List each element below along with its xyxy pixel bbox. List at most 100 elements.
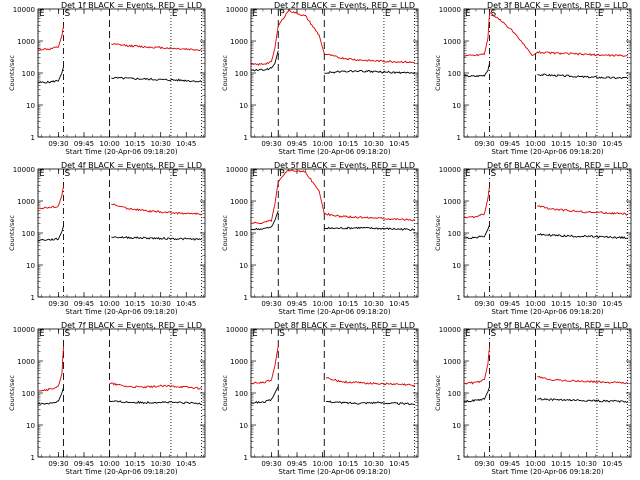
y-axis-label: Counts/sec: [8, 55, 16, 91]
x-tick-label: 09:30: [48, 140, 68, 148]
x-axis-label: Start Time (20-Apr-06 09:18:20): [278, 148, 390, 156]
y-tick-label: 10: [26, 262, 35, 270]
y-tick-label: 1: [31, 454, 35, 462]
x-tick-label: 09:30: [474, 300, 494, 308]
series-layer: [251, 169, 415, 231]
panel-det4: Det 4f BLACK = Events, RED = LLD 1 10 100 10…: [8, 161, 206, 316]
y-tick-label: 100: [448, 230, 461, 238]
event-line-label: E: [598, 329, 604, 339]
y-tick-label: 10000: [226, 166, 248, 174]
y-tick-label: 1: [244, 454, 248, 462]
x-tick-label: 10:30: [577, 300, 597, 308]
chart-title: Det 8f BLACK = Events, RED = LLD: [274, 321, 415, 330]
x-axis-label: Start Time (20-Apr-06 09:18:20): [65, 308, 177, 316]
y-tick-label: 1000: [230, 198, 248, 206]
series-line-lld: [251, 345, 279, 385]
panel-det7: Det 7f BLACK = Events, RED = LLD 1 10 100 10…: [8, 321, 206, 476]
series-line-events: [537, 397, 628, 403]
event-line-label: E: [252, 9, 258, 19]
event-line-label: E: [39, 329, 45, 339]
chart-title: Det 2f BLACK = Events, RED = LLD: [274, 1, 415, 10]
event-line-label: E: [385, 329, 391, 339]
y-tick-label: 1000: [17, 198, 35, 206]
y-tick-label: 10000: [439, 326, 461, 334]
y-tick-label: 1000: [443, 358, 461, 366]
y-tick-label: 1: [244, 134, 248, 142]
x-tick-label: 10:45: [602, 300, 622, 308]
series-layer: [38, 185, 202, 242]
x-axis-label: Start Time (20-Apr-06 09:18:20): [65, 148, 177, 156]
event-line-label: E: [465, 329, 471, 339]
y-tick-label: 10: [26, 102, 35, 110]
series-line-lld: [251, 9, 415, 66]
event-line-label: E: [465, 169, 471, 179]
x-tick-label: 09:45: [287, 140, 307, 148]
x-tick-label: 09:30: [261, 460, 281, 468]
y-tick-label: 10000: [226, 326, 248, 334]
event-line-label: S: [491, 9, 497, 19]
series-line-events: [324, 226, 415, 231]
series-line-events: [38, 66, 65, 84]
y-tick-label: 10: [239, 102, 248, 110]
x-tick-label: 10:30: [364, 460, 384, 468]
y-tick-label: 10: [452, 102, 461, 110]
x-tick-label: 09:45: [74, 460, 94, 468]
series-line-events: [464, 63, 491, 78]
y-tick-label: 100: [235, 230, 248, 238]
event-line-label: S: [65, 9, 71, 19]
x-tick-label: 09:30: [474, 140, 494, 148]
plot-frame: [250, 328, 419, 458]
y-tick-label: 10000: [13, 166, 35, 174]
series-line-lld: [464, 11, 628, 58]
y-tick-label: 10000: [439, 6, 461, 14]
series-line-events: [38, 225, 65, 242]
event-line-label: P: [279, 169, 285, 179]
x-tick-label: 10:00: [312, 300, 332, 308]
series-line-lld: [111, 42, 202, 51]
x-tick-label: 10:00: [312, 460, 332, 468]
y-tick-label: 1000: [17, 38, 35, 46]
x-tick-label: 10:15: [338, 140, 358, 148]
y-tick-label: 10: [239, 422, 248, 430]
event-line-label: E: [385, 9, 391, 19]
series-line-lld: [111, 203, 202, 216]
y-tick-label: 1: [31, 134, 35, 142]
y-tick-label: 100: [22, 230, 35, 238]
series-layer: [464, 345, 628, 403]
series-line-events: [251, 210, 279, 231]
y-axis-label: Counts/sec: [8, 215, 16, 251]
series-line-events: [325, 400, 415, 406]
x-tick-label: 10:00: [99, 460, 119, 468]
y-axis-label: Counts/sec: [8, 375, 16, 411]
y-tick-label: 100: [22, 70, 35, 78]
y-tick-label: 10: [452, 262, 461, 270]
series-line-lld: [464, 345, 491, 385]
series-line-lld: [38, 345, 65, 392]
chart-title: Det 1f BLACK = Events, RED = LLD: [61, 1, 202, 10]
x-tick-label: 10:00: [99, 140, 119, 148]
x-axis-label: Start Time (20-Apr-06 09:18:20): [65, 468, 177, 476]
series-line-lld: [251, 169, 415, 225]
series-line-lld: [537, 205, 628, 216]
x-tick-label: 10:45: [176, 140, 196, 148]
x-tick-label: 09:30: [48, 460, 68, 468]
x-tick-label: 10:45: [389, 300, 409, 308]
event-line-label: P: [279, 9, 285, 19]
x-tick-label: 09:45: [500, 300, 520, 308]
y-tick-label: 100: [448, 390, 461, 398]
x-axis-label: Start Time (20-Apr-06 09:18:20): [278, 468, 390, 476]
x-tick-label: 09:30: [261, 300, 281, 308]
y-tick-label: 100: [22, 390, 35, 398]
event-line-label: S: [491, 329, 497, 339]
y-axis-label: Counts/sec: [434, 55, 442, 91]
x-axis-label: Start Time (20-Apr-06 09:18:20): [491, 148, 603, 156]
x-tick-label: 10:45: [602, 140, 622, 148]
plot-frame: [250, 168, 419, 298]
x-axis-label: Start Time (20-Apr-06 09:18:20): [491, 468, 603, 476]
series-line-events: [324, 69, 415, 75]
event-line-label: E: [172, 329, 178, 339]
y-tick-label: 1: [457, 454, 461, 462]
event-line-label: E: [598, 169, 604, 179]
chart-title: Det 5f BLACK = Events, RED = LLD: [274, 161, 415, 170]
x-tick-label: 10:00: [525, 300, 545, 308]
